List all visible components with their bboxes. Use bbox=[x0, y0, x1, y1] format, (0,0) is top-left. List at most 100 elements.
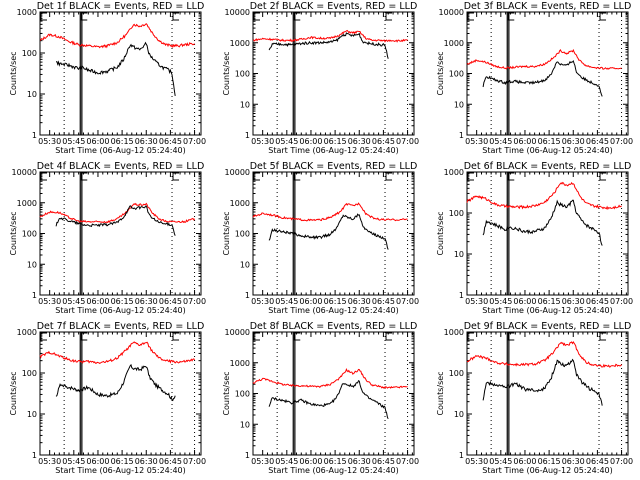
x-tick-label: 06:15 bbox=[538, 457, 561, 466]
y-tick-label: 100 bbox=[235, 230, 250, 239]
marker-bracket-f bbox=[507, 332, 515, 341]
x-tick-label: 05:30 bbox=[465, 297, 488, 306]
panel-det-4: Det 4f BLACK = Events, RED = LLD 1 10 100 10… bbox=[9, 161, 206, 315]
y-tick-label: 100 bbox=[235, 390, 250, 399]
series-line-events bbox=[482, 358, 603, 406]
x-tick-label: 07:00 bbox=[610, 297, 633, 306]
marker-bracket-e bbox=[253, 172, 260, 181]
y-tick-label: 1000 bbox=[444, 328, 464, 337]
y-tick-label: 1000 bbox=[17, 8, 37, 17]
marker-bracket-e bbox=[467, 172, 474, 181]
x-tick-label: 06:00 bbox=[513, 297, 536, 306]
panel-title: Det 2f BLACK = Events, RED = LLD bbox=[250, 1, 418, 12]
series-line-events bbox=[268, 213, 389, 250]
marker-bracket-f bbox=[293, 332, 301, 341]
x-tick-label: 06:15 bbox=[324, 457, 347, 466]
series-line-lld bbox=[39, 23, 195, 49]
y-tick-label: 10000 bbox=[439, 8, 464, 17]
x-tick-label: 05:45 bbox=[62, 137, 85, 146]
x-tick-label: 06:30 bbox=[562, 457, 585, 466]
x-tick-label: 05:30 bbox=[465, 137, 488, 146]
y-tick-label: 100 bbox=[449, 70, 464, 79]
plot-frame bbox=[466, 331, 629, 456]
x-tick-label: 05:45 bbox=[489, 297, 512, 306]
series-line-lld bbox=[252, 202, 408, 222]
x-tick-label: 06:00 bbox=[299, 457, 322, 466]
x-axis-label: Start Time (06-Aug-12 05:24:40) bbox=[55, 306, 186, 315]
marker-bracket-f bbox=[80, 332, 88, 341]
series-line-lld bbox=[466, 48, 622, 70]
marker-bracket-e bbox=[467, 332, 474, 341]
panel-title: Det 9f BLACK = Events, RED = LLD bbox=[464, 321, 632, 332]
panel-det-1: Det 1f BLACK = Events, RED = LLD 1 10 100 10… bbox=[9, 1, 206, 155]
panel-title: Det 5f BLACK = Events, RED = LLD bbox=[250, 161, 418, 172]
plot-frame bbox=[39, 11, 202, 136]
marker-bracket-f bbox=[507, 12, 515, 21]
panel-det-5: Det 5f BLACK = Events, RED = LLD 1 10 100 10… bbox=[222, 161, 419, 315]
y-axis-label: Counts/sec bbox=[222, 51, 231, 95]
x-tick-label: 06:30 bbox=[562, 297, 585, 306]
x-tick-label: 07:00 bbox=[183, 297, 206, 306]
x-tick-label: 06:15 bbox=[538, 297, 561, 306]
y-tick-label: 1 bbox=[245, 451, 250, 460]
marker-bracket-e bbox=[253, 12, 260, 21]
x-tick-label: 07:00 bbox=[183, 137, 206, 146]
x-tick-label: 05:30 bbox=[251, 457, 274, 466]
y-tick-label: 100 bbox=[22, 230, 37, 239]
marker-bracket-f bbox=[80, 172, 88, 181]
y-axis-label: Counts/sec bbox=[9, 371, 18, 415]
x-tick-label: 05:30 bbox=[251, 137, 274, 146]
series-line-events bbox=[482, 199, 603, 246]
panel-title: Det 6f BLACK = Events, RED = LLD bbox=[464, 161, 632, 172]
marker-bracket-f bbox=[80, 12, 88, 21]
x-tick-label: 06:00 bbox=[299, 137, 322, 146]
x-tick-label: 05:45 bbox=[489, 137, 512, 146]
x-tick-label: 06:00 bbox=[86, 297, 109, 306]
y-tick-label: 10000 bbox=[225, 168, 250, 177]
y-tick-label: 1000 bbox=[17, 199, 37, 208]
x-axis-label: Start Time (06-Aug-12 05:24:40) bbox=[55, 466, 186, 475]
marker-bracket-e bbox=[172, 172, 180, 181]
panel-det-8: Det 8f BLACK = Events, RED = LLD 1 10 100 10… bbox=[222, 321, 419, 475]
marker-bracket-e bbox=[385, 172, 393, 181]
y-tick-label: 1000 bbox=[444, 168, 464, 177]
x-tick-label: 06:15 bbox=[324, 297, 347, 306]
y-tick-label: 10 bbox=[454, 410, 464, 419]
x-axis-label: Start Time (06-Aug-12 05:24:40) bbox=[482, 146, 613, 155]
x-axis-label: Start Time (06-Aug-12 05:24:40) bbox=[268, 306, 399, 315]
marker-bracket-e bbox=[172, 12, 180, 21]
x-tick-label: 05:45 bbox=[275, 297, 298, 306]
panel-det-6: Det 6f BLACK = Events, RED = LLD 1 10 100 10… bbox=[436, 161, 633, 315]
x-tick-label: 06:00 bbox=[299, 297, 322, 306]
panel-det-9: Det 9f BLACK = Events, RED = LLD 1 10 100 10… bbox=[436, 321, 633, 475]
x-tick-label: 06:00 bbox=[513, 457, 536, 466]
x-tick-label: 06:45 bbox=[159, 297, 182, 306]
series-line-events bbox=[55, 205, 176, 236]
y-tick-label: 10000 bbox=[12, 168, 37, 177]
y-tick-label: 1000 bbox=[230, 199, 250, 208]
y-axis-label: Counts/sec bbox=[222, 371, 231, 415]
y-tick-label: 1000 bbox=[230, 39, 250, 48]
marker-bracket-e bbox=[385, 12, 393, 21]
y-axis-label: Counts/sec bbox=[9, 211, 18, 255]
y-tick-label: 10 bbox=[240, 420, 250, 429]
plot-frame bbox=[39, 331, 202, 456]
x-tick-label: 06:15 bbox=[111, 297, 134, 306]
y-axis-label: Counts/sec bbox=[436, 211, 445, 255]
x-tick-label: 06:45 bbox=[159, 457, 182, 466]
x-tick-label: 06:30 bbox=[348, 297, 371, 306]
x-tick-label: 06:15 bbox=[111, 457, 134, 466]
y-tick-label: 1 bbox=[32, 291, 37, 300]
y-tick-label: 10 bbox=[454, 100, 464, 109]
x-tick-label: 05:45 bbox=[275, 137, 298, 146]
x-tick-label: 06:00 bbox=[86, 137, 109, 146]
marker-bracket-e bbox=[40, 332, 47, 341]
x-tick-label: 06:45 bbox=[372, 297, 395, 306]
x-tick-label: 07:00 bbox=[610, 457, 633, 466]
y-tick-label: 1000 bbox=[230, 359, 250, 368]
x-axis-label: Start Time (06-Aug-12 05:24:40) bbox=[268, 466, 399, 475]
panel-title: Det 8f BLACK = Events, RED = LLD bbox=[250, 321, 418, 332]
marker-bracket-e bbox=[599, 12, 607, 21]
x-tick-label: 06:45 bbox=[586, 457, 609, 466]
